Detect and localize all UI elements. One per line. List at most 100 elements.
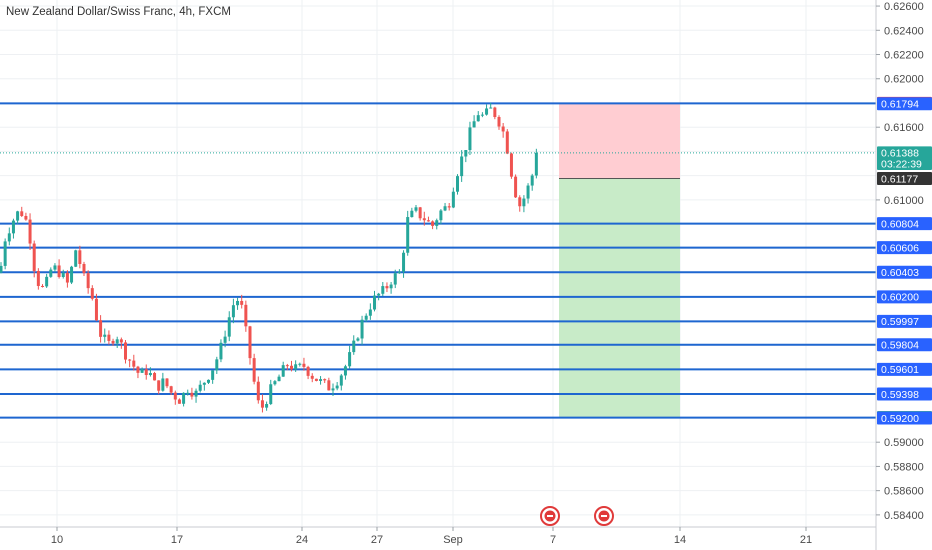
price-tag xyxy=(877,157,932,171)
candle-body xyxy=(61,272,65,277)
stop-loss-zone xyxy=(559,103,680,179)
candle-body xyxy=(0,265,3,273)
candle-body xyxy=(115,339,119,344)
candle-body xyxy=(456,176,459,192)
price-tick-label: 0.59000 xyxy=(884,437,924,449)
price-tag xyxy=(877,217,932,231)
candle-body xyxy=(352,340,356,353)
candle-body xyxy=(223,336,227,343)
candle-body xyxy=(402,252,406,272)
candle-body xyxy=(327,380,331,391)
time-tick-label: 7 xyxy=(550,534,556,546)
candle-body xyxy=(505,131,509,154)
candle-body xyxy=(16,211,20,221)
price-tick-label: 0.61000 xyxy=(884,195,924,207)
price-tag-label: 0.61388 xyxy=(881,148,919,160)
price-tag xyxy=(877,97,932,111)
price-tag-label: 0.59398 xyxy=(881,389,919,401)
candle-body xyxy=(431,221,435,226)
candle-body xyxy=(343,366,347,376)
candle-body xyxy=(49,269,53,277)
candle-body xyxy=(522,198,526,207)
candle-body xyxy=(65,272,69,283)
candle-body xyxy=(252,358,256,382)
candle-body xyxy=(526,185,530,199)
candle-body xyxy=(281,365,285,377)
candle-body xyxy=(215,359,219,371)
candle-body xyxy=(290,365,293,370)
candle-body xyxy=(256,381,260,401)
candle-body xyxy=(298,363,302,365)
horizontal-levels xyxy=(0,102,876,419)
candle-body xyxy=(132,360,136,367)
candle-body xyxy=(348,352,352,367)
time-tick-label: Sep xyxy=(443,534,463,546)
price-axis[interactable]: 0.62600 0.62400 0.62200 0.62000 0.61600 0.610… xyxy=(875,0,924,550)
candle-body xyxy=(489,107,493,109)
event-flag-icon-mark xyxy=(547,515,553,517)
candle-body xyxy=(277,376,281,382)
candle-body xyxy=(514,176,518,198)
candle-body xyxy=(269,384,273,405)
price-tag xyxy=(877,265,932,279)
price-tick-label: 0.62600 xyxy=(884,1,924,13)
candle-body xyxy=(119,339,123,343)
candle-body xyxy=(331,388,335,391)
candle-body xyxy=(393,273,397,285)
time-axis[interactable]: 10 17 24 27 Sep 7 14 21 xyxy=(0,506,876,546)
price-tag-label: 0.60804 xyxy=(881,218,919,230)
candle-body xyxy=(74,250,78,267)
candle-body xyxy=(107,334,111,341)
price-tag-label: 0.61794 xyxy=(881,99,919,111)
price-tag-label: 0.61177 xyxy=(881,173,918,185)
candle-body xyxy=(227,317,231,337)
candle-body xyxy=(177,399,181,404)
price-tick-label: 0.58800 xyxy=(884,461,924,473)
candle-body xyxy=(248,326,252,359)
candle-body xyxy=(447,206,451,208)
candle-body xyxy=(422,218,426,221)
candle-body xyxy=(240,300,244,305)
candle-body xyxy=(410,210,414,218)
candle-body xyxy=(128,359,132,361)
candle-body xyxy=(70,266,74,283)
candle-body xyxy=(231,305,235,318)
candle-body xyxy=(148,373,152,376)
candle-body xyxy=(373,295,376,310)
candle-body xyxy=(11,220,15,234)
position-zones xyxy=(559,103,680,418)
candle-body xyxy=(534,152,538,176)
candle-body xyxy=(202,382,206,385)
price-tick-label: 0.61600 xyxy=(884,122,924,134)
candle-body xyxy=(103,334,107,337)
candle-body xyxy=(414,207,418,211)
candle-body xyxy=(157,380,161,391)
price-tags: 0.617970.617940.6138803:22:390.611770.60… xyxy=(877,96,932,425)
candle-body xyxy=(57,265,61,277)
candle-body xyxy=(418,207,422,219)
candle-body xyxy=(302,363,306,367)
candle-body xyxy=(497,117,501,127)
candle-body xyxy=(3,241,7,266)
candle-body xyxy=(45,276,49,287)
candle-body xyxy=(468,127,472,151)
candle-body xyxy=(78,250,82,264)
candle-body xyxy=(368,309,372,316)
price-tag xyxy=(877,387,932,401)
candle-body xyxy=(406,217,410,253)
candle-body xyxy=(323,379,327,381)
price-tag xyxy=(877,411,932,425)
candle-body xyxy=(124,342,127,360)
candle-body xyxy=(182,392,186,404)
price-tick-label: 0.62200 xyxy=(884,50,924,62)
candle-body xyxy=(36,270,40,286)
candle-body xyxy=(136,366,140,373)
candle-body xyxy=(20,211,24,216)
price-tick-label: 0.58400 xyxy=(884,510,924,522)
price-tag xyxy=(877,171,932,185)
candle-body xyxy=(153,373,157,381)
price-tag-label: 0.59601 xyxy=(881,364,919,376)
candle-body xyxy=(335,385,339,389)
time-tick-label: 24 xyxy=(296,534,308,546)
candle-body xyxy=(426,220,430,222)
